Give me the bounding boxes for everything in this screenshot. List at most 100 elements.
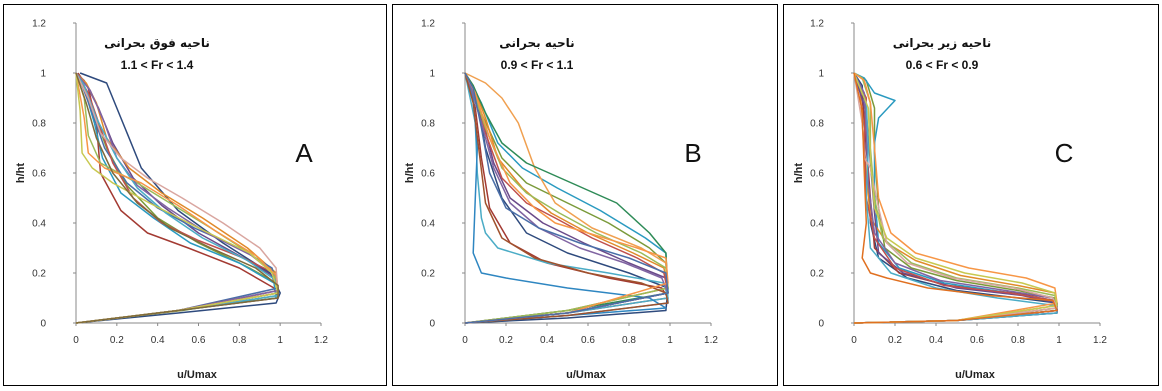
- series-line-6: [853, 72, 1058, 324]
- series-line-13: [464, 72, 669, 324]
- series-line-12: [75, 72, 279, 324]
- series-line-9: [853, 72, 1058, 324]
- x-axis-label: u/Umax: [177, 369, 218, 381]
- series-line-15: [464, 72, 669, 324]
- chart-subtitle: 0.6 < Fr < 0.9: [906, 58, 979, 72]
- y-tick-label: 0.4: [32, 219, 46, 230]
- x-tick-label: 0: [851, 335, 857, 346]
- y-tick-label: 1.2: [810, 19, 824, 30]
- series-line-11: [75, 72, 279, 324]
- x-tick-label: 1.2: [314, 335, 328, 346]
- series-line-3: [464, 72, 669, 324]
- y-tick-label: 0.4: [810, 219, 824, 230]
- x-tick-label: 0.6: [581, 335, 595, 346]
- series-line-2: [75, 72, 279, 324]
- y-tick-label: 0: [818, 319, 824, 330]
- series-line-4: [853, 72, 1058, 324]
- chart-c-svg: 0 0.2 0.4 0.6 0.8 1 1.2 0 0.2 0.4 0.6 0.8 1 1.2 u/Umax…: [793, 19, 1107, 382]
- series-line-4: [75, 72, 279, 324]
- x-tick-label: 1: [1056, 335, 1062, 346]
- x-tick-label: 0.8: [232, 335, 246, 346]
- y-axis-label: h/ht: [15, 163, 27, 183]
- x-tick-label: 0.6: [192, 335, 206, 346]
- chart-title: ناحیه بحرانی: [499, 36, 574, 50]
- chart-title: ناحیه فوق بحرانی: [104, 36, 210, 51]
- x-tick-label: 1.2: [704, 335, 718, 346]
- y-tick-label: 1: [429, 69, 435, 80]
- y-tick-label: 0.8: [32, 119, 46, 130]
- series-line-1: [75, 72, 281, 324]
- series-line-10: [464, 72, 669, 324]
- series-line-1: [853, 72, 1058, 324]
- y-tick-label: 1.2: [32, 19, 46, 30]
- series-line-5: [464, 72, 669, 324]
- series-line-13: [75, 72, 279, 324]
- series-line-3: [75, 72, 279, 324]
- series-line-11: [464, 72, 669, 324]
- y-tick-label: 0.2: [810, 269, 824, 280]
- x-tick-label: 0.2: [499, 335, 513, 346]
- y-tick-label: 0.6: [421, 169, 435, 180]
- series-line-5: [75, 72, 277, 324]
- chart-b-svg: 0 0.2 0.4 0.6 0.8 1 1.2 0 0.2 0.4 0.6 0.8 1 1.2 u/Umax…: [404, 19, 718, 382]
- series-line-8: [853, 72, 1058, 324]
- y-tick-label: 0.4: [421, 219, 435, 230]
- series-line-9: [464, 72, 669, 324]
- series-line-2: [853, 72, 1058, 324]
- y-axis-label: h/ht: [793, 163, 805, 183]
- y-tick-label: 0.6: [810, 169, 824, 180]
- series-line-10: [75, 72, 279, 324]
- series-line-14: [853, 72, 1058, 324]
- chart-panel-c: 0 0.2 0.4 0.6 0.8 1 1.2 0 0.2 0.4 0.6 0.8 1 1.2 u/Umax…: [783, 4, 1159, 386]
- series-line-3: [853, 72, 1058, 324]
- chart-panel-b: 0 0.2 0.4 0.6 0.8 1 1.2 0 0.2 0.4 0.6 0.8 1 1.2 u/Umax…: [392, 4, 778, 386]
- series-line-8: [75, 72, 279, 324]
- series-line-12: [464, 72, 669, 324]
- series-line-13: [853, 72, 1058, 324]
- chart-subtitle: 0.9 < Fr < 1.1: [501, 58, 574, 72]
- series-line-2: [464, 72, 669, 324]
- series-line-7: [853, 72, 1058, 324]
- series-line-7: [75, 72, 279, 324]
- chart-subtitle: 1.1 < Fr < 1.4: [121, 58, 194, 72]
- x-tick-label: 0.8: [1011, 335, 1025, 346]
- y-tick-label: 1: [40, 69, 46, 80]
- series-line-6: [75, 72, 279, 324]
- series-line-14: [464, 72, 669, 324]
- x-axis-label: u/Umax: [566, 369, 607, 381]
- y-tick-label: 0.8: [810, 119, 824, 130]
- series-line-15: [75, 72, 279, 324]
- x-tick-label: 1.2: [1093, 335, 1107, 346]
- x-tick-label: 0.2: [888, 335, 902, 346]
- x-tick-label: 0: [73, 335, 79, 346]
- y-tick-label: 0.8: [421, 119, 435, 130]
- series-line-11: [853, 72, 1058, 324]
- x-tick-label: 0.4: [540, 335, 554, 346]
- x-tick-label: 0.2: [110, 335, 124, 346]
- panel-letter-a: A: [295, 138, 313, 168]
- panel-letter-b: B: [684, 138, 701, 168]
- x-tick-label: 0: [462, 335, 468, 346]
- series-line-14: [75, 72, 279, 324]
- y-tick-label: 1: [818, 69, 824, 80]
- chart-a-svg: 0 0.2 0.4 0.6 0.8 1 1.2 0 0.2 0.4 0.6 0.8 1 1.2 u/Umax…: [15, 19, 328, 382]
- series-line-4: [464, 72, 669, 324]
- x-tick-label: 0.4: [929, 335, 943, 346]
- series-line-9: [75, 72, 279, 324]
- y-tick-label: 0.6: [32, 169, 46, 180]
- y-tick-label: 0.2: [421, 269, 435, 280]
- x-tick-label: 0.4: [151, 335, 165, 346]
- x-tick-label: 0.8: [622, 335, 636, 346]
- series-line-10: [853, 72, 1058, 324]
- y-tick-label: 0: [40, 319, 46, 330]
- series-line-16: [464, 72, 669, 324]
- x-tick-label: 1: [667, 335, 673, 346]
- series-line-7: [464, 72, 669, 324]
- series-line-8: [464, 72, 667, 324]
- series-line-1: [464, 72, 669, 324]
- y-tick-label: 1.2: [421, 19, 435, 30]
- y-axis-label: h/ht: [404, 163, 416, 183]
- y-tick-label: 0.2: [32, 269, 46, 280]
- x-tick-label: 1: [277, 335, 283, 346]
- x-axis-label: u/Umax: [955, 369, 996, 381]
